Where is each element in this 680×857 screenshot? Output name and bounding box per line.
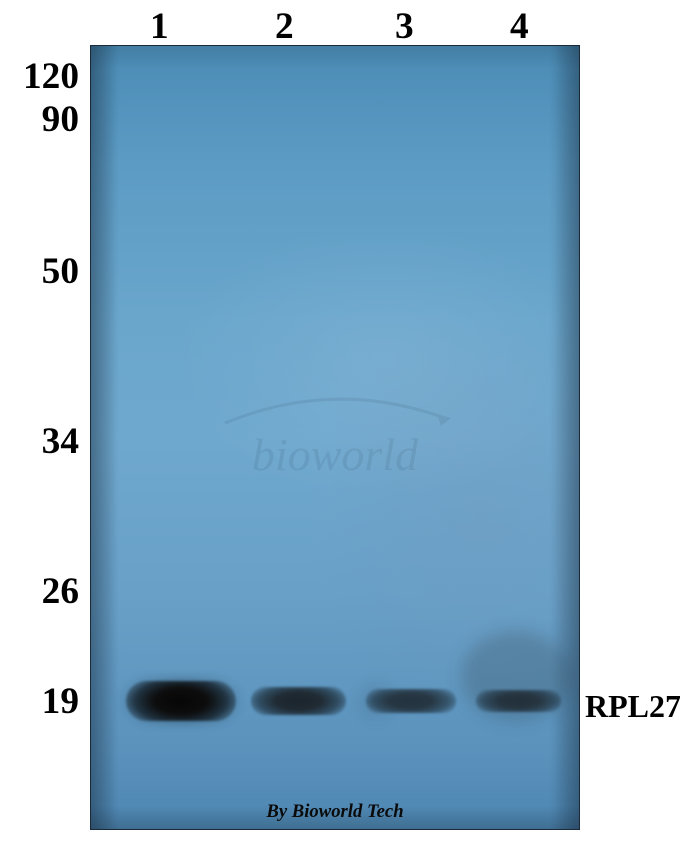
image-credit: By Bioworld Tech xyxy=(266,801,403,823)
mw-label-34: 34 xyxy=(42,420,79,463)
lane-label-1: 1 xyxy=(150,5,169,48)
lane-label-3: 3 xyxy=(395,5,414,48)
band-lane-1 xyxy=(126,681,236,721)
lane-label-4: 4 xyxy=(510,5,529,48)
blot-membrane: bioworld By Bioworld Tech xyxy=(90,45,580,830)
lane-labels-row: 1 2 3 4 xyxy=(0,0,680,45)
protein-name-label: RPL27A xyxy=(585,688,680,725)
membrane-edge-left xyxy=(91,46,119,829)
mw-label-19: 19 xyxy=(42,680,79,723)
membrane-edge-right xyxy=(549,46,579,829)
mw-label-50: 50 xyxy=(42,250,79,293)
figure-container: 1 2 3 4 120 90 50 34 26 19 bioworld xyxy=(0,0,680,857)
mw-label-120: 120 xyxy=(23,55,79,98)
band-lane-3 xyxy=(366,689,456,713)
band-lane-2 xyxy=(251,687,346,715)
mw-label-90: 90 xyxy=(42,98,79,141)
lane-label-2: 2 xyxy=(275,5,294,48)
mw-label-26: 26 xyxy=(42,570,79,613)
band-lane-4 xyxy=(476,690,561,712)
molecular-weight-labels: 120 90 50 34 26 19 xyxy=(0,45,85,825)
